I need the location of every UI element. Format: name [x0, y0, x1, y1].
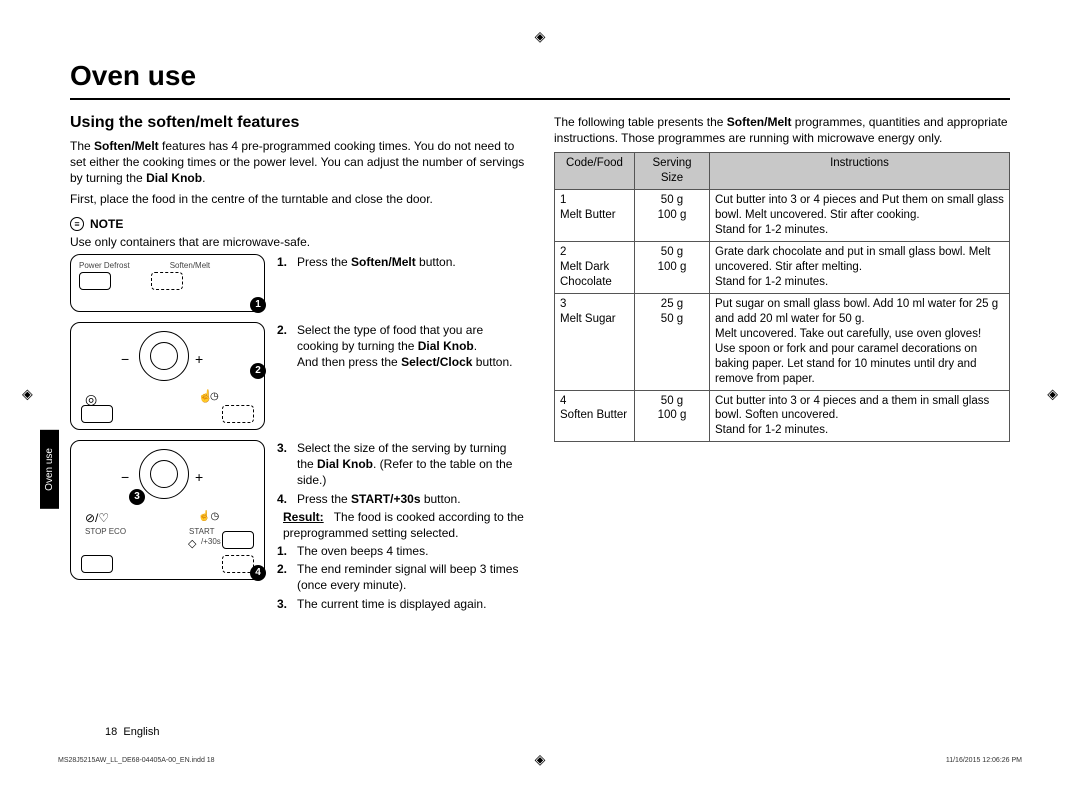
plus30s-label: /+30s: [201, 537, 221, 546]
step-2-text: 2.Select the type of food that you are c…: [277, 322, 526, 373]
section-title: Using the soften/melt features: [70, 114, 526, 132]
panel-2: − + ◎ ☝ ◷ 2: [70, 322, 265, 430]
th-instr: Instructions: [710, 153, 1010, 190]
columns: Using the soften/melt features The Softe…: [70, 114, 1010, 624]
programme-table: Code/Food Serving Size Instructions 1 Me…: [554, 152, 1010, 442]
select-button-icon-3: [222, 531, 254, 549]
panel-3: − + ⊘/♡ ☝◷ ◇ /+30s STOP ECO START 3 4: [70, 440, 265, 580]
note-icon: ≡: [70, 217, 84, 231]
panel2-btn-left: [81, 405, 113, 423]
intro-para-1: The Soften/Melt features has 4 pre-progr…: [70, 138, 526, 187]
th-size: Serving Size: [635, 153, 710, 190]
panel1-label-right: Soften/Melt: [170, 261, 210, 270]
minus-icon: −: [121, 351, 129, 367]
step-1-text: 1.Press the Soften/Melt button.: [277, 254, 526, 272]
start-button-icon: [222, 555, 254, 573]
step-3-4-text: 3.Select the size of the serving by turn…: [277, 440, 526, 614]
note-text: Use only containers that are microwave-s…: [70, 234, 526, 250]
step-1-block: Power Defrost Soften/Melt 1 1.Press the …: [70, 254, 526, 312]
clock-icon: ◷: [210, 391, 219, 402]
title-rule: [70, 98, 1010, 100]
badge-1: 1: [250, 297, 266, 313]
plus-icon-3: +: [195, 469, 203, 485]
registration-mark-bottom: ◈: [535, 751, 546, 768]
footer-file: MS28J5215AW_LL_DE68-04405A-00_EN.indd 18: [58, 757, 215, 764]
step-2-block: − + ◎ ☝ ◷ 2 2.Select the type of food th…: [70, 322, 526, 430]
minus-icon-3: −: [121, 469, 129, 485]
step-3-block: − + ⊘/♡ ☝◷ ◇ /+30s STOP ECO START 3 4 3.…: [70, 440, 526, 614]
badge-3: 3: [129, 489, 145, 505]
hand-clock-icon: ☝◷: [198, 511, 219, 522]
footer-date: 11/16/2015 12:06:26 PM: [946, 757, 1022, 764]
intro-para-2: First, place the food in the centre of t…: [70, 191, 526, 207]
table-row: 1 Melt Butter50 g 100 gCut butter into 3…: [555, 190, 1010, 242]
stop-button-icon: [81, 555, 113, 573]
panel1-label-left: Power Defrost: [79, 261, 130, 270]
panel-1: Power Defrost Soften/Melt 1: [70, 254, 265, 312]
table-row: 4 Soften Butter50 g 100 gCut butter into…: [555, 390, 1010, 442]
soften-melt-button-icon: [151, 272, 183, 290]
power-defrost-button: [79, 272, 111, 290]
registration-mark-left: ◈: [22, 386, 33, 403]
stop-eco-icon: ⊘/♡: [85, 511, 109, 525]
page-title: Oven use: [70, 60, 1010, 92]
table-row: 3 Melt Sugar25 g 50 gPut sugar on small …: [555, 293, 1010, 390]
dial-inner-3: [150, 460, 178, 488]
note-row: ≡ NOTE: [70, 217, 526, 231]
note-label: NOTE: [90, 217, 123, 231]
registration-mark-right: ◈: [1047, 386, 1058, 403]
dial-inner: [150, 342, 178, 370]
registration-mark-top: ◈: [535, 28, 546, 45]
table-row: 2 Melt Dark Chocolate50 g 100 gGrate dar…: [555, 242, 1010, 294]
stop-label: STOP ECO: [85, 527, 126, 536]
left-column: Using the soften/melt features The Softe…: [70, 114, 526, 624]
side-tab: Oven use: [40, 430, 59, 509]
start-label: START: [189, 527, 214, 536]
right-column: The following table presents the Soften/…: [554, 114, 1010, 624]
diamond-icon: ◇: [188, 537, 196, 550]
th-code: Code/Food: [555, 153, 635, 190]
page-footer: 18 English: [105, 726, 159, 738]
badge-4: 4: [250, 565, 266, 581]
badge-2: 2: [250, 363, 266, 379]
select-clock-button-icon: [222, 405, 254, 423]
plus-icon: +: [195, 351, 203, 367]
col2-intro: The following table presents the Soften/…: [554, 114, 1010, 146]
